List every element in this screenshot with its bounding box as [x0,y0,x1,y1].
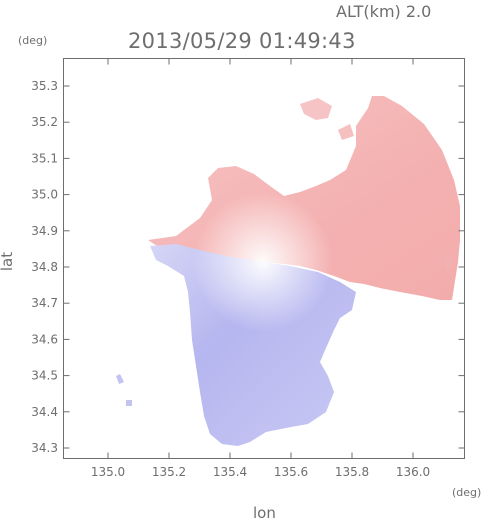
y-tick-label: 34.4 [31,405,58,419]
x-tick-label: 135.2 [152,465,186,479]
x-tick-label: 135.4 [213,465,247,479]
y-tick-label: 34.3 [31,441,58,455]
y-tick-label: 34.7 [31,296,58,310]
y-tick-label: 35.3 [31,79,58,93]
x-tick-label: 136.0 [396,465,430,479]
y-tick-label: 35.2 [31,115,58,129]
y-tick-label: 35.0 [31,188,58,202]
x-tick-label: 135.8 [335,465,369,479]
x-tick-label: 135.0 [91,465,125,479]
y-tick-label: 34.8 [31,260,58,274]
y-tick-label: 35.1 [31,151,58,165]
y-tick-label: 34.6 [31,332,58,346]
y-tick-label: 34.9 [31,224,58,238]
x-tick-label: 135.6 [274,465,308,479]
y-tick-label: 34.5 [31,369,58,383]
